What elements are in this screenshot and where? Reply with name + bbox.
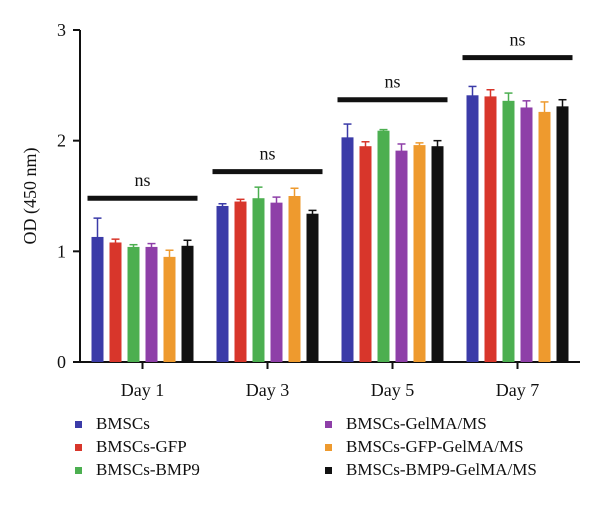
significance-label: ns [259,144,275,164]
bar [109,242,122,362]
bar [163,256,176,362]
bar [234,201,247,362]
bar [288,196,301,362]
annotations: ns ns ns ns [87,30,573,201]
x-tick-label: Day 1 [121,380,165,400]
bar [413,145,426,362]
bar [359,146,372,362]
bar [127,246,140,362]
bar [145,246,158,362]
bar [484,96,497,363]
bar [556,106,569,362]
significance-label: ns [384,72,400,92]
bar [431,146,444,362]
bar [91,236,104,362]
bar [216,205,229,362]
y-tick-label: 1 [57,241,66,261]
x-tick-label: Day 5 [371,380,415,400]
bar [181,245,194,362]
significance-label: ns [134,170,150,190]
x-axis: Day 1 Day 3 Day 5 Day 7 [80,361,580,400]
bar [502,100,515,363]
bar [395,150,408,362]
bar [377,130,390,362]
y-tick-label: 3 [57,20,66,40]
y-tick-label: 0 [57,352,66,372]
x-tick-label: Day 7 [496,380,540,400]
y-axis: 0 1 2 3 OD (450 nm) [20,20,81,372]
bar [306,213,319,362]
y-tick-label: 2 [57,131,66,151]
bar [466,95,479,362]
bar [538,111,551,362]
x-tick-label: Day 3 [246,380,290,400]
bars [91,85,569,363]
bar [252,198,265,362]
bar [270,202,283,362]
bar [341,137,354,362]
significance-label: ns [509,30,525,50]
bar [520,107,533,362]
y-axis-label: OD (450 nm) [20,148,41,245]
